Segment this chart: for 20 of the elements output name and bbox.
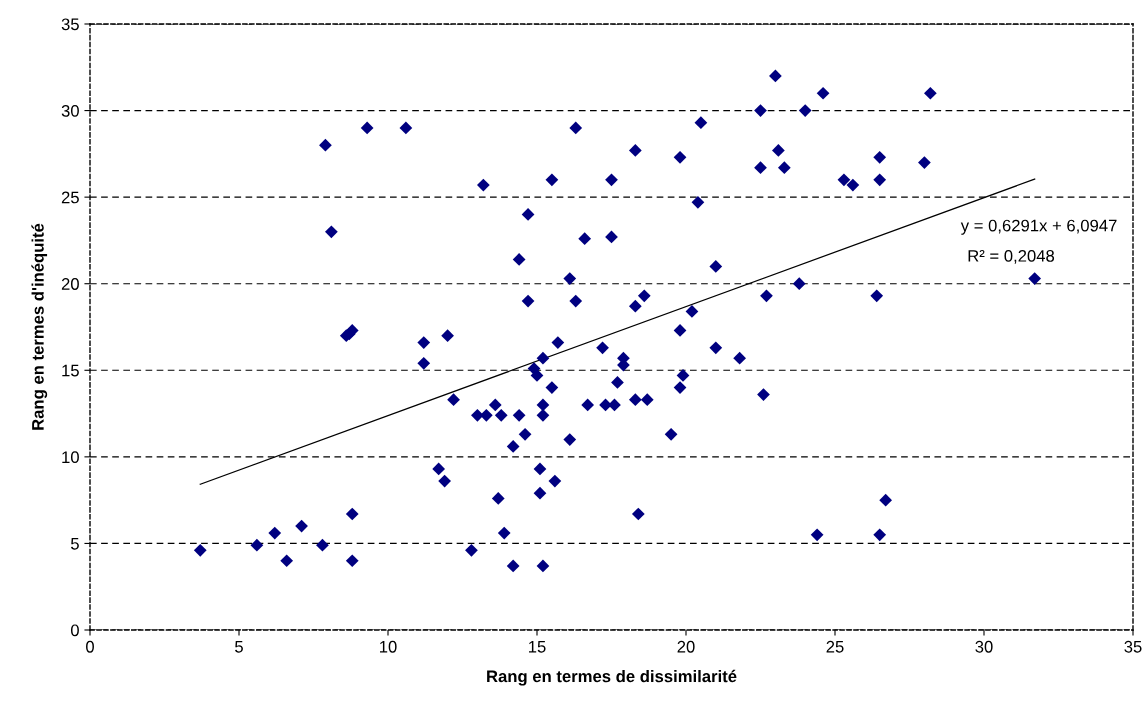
y-axis-title: Rang en termes d'inéquité: [31, 223, 48, 430]
y-tick-label: 10: [62, 451, 79, 464]
x-tick-label: 30: [975, 640, 993, 653]
x-tick-label: 20: [677, 640, 695, 653]
y-tick-label: 5: [70, 538, 79, 550]
y-tick-label: 30: [61, 104, 79, 117]
annotation: R² = 0,2048: [968, 249, 1055, 264]
x-tick-label: 35: [1124, 640, 1142, 653]
y-tick-label: 0: [70, 624, 79, 637]
x-axis-title: Rang en termes de dissimilarité: [487, 669, 737, 686]
annotation: y = 0,6291x + 6,0947: [960, 219, 1117, 235]
y-tick-label: 15: [62, 364, 79, 377]
x-tick-label: 15: [529, 641, 546, 653]
y-tick-label: 35: [61, 18, 79, 31]
x-tick-label: 10: [380, 640, 397, 653]
x-tick-label: 5: [235, 641, 243, 653]
x-tick-label: 25: [826, 640, 844, 653]
y-tick-label: 25: [61, 191, 79, 204]
y-tick-label: 20: [61, 278, 79, 290]
x-tick-label: 0: [86, 640, 94, 653]
